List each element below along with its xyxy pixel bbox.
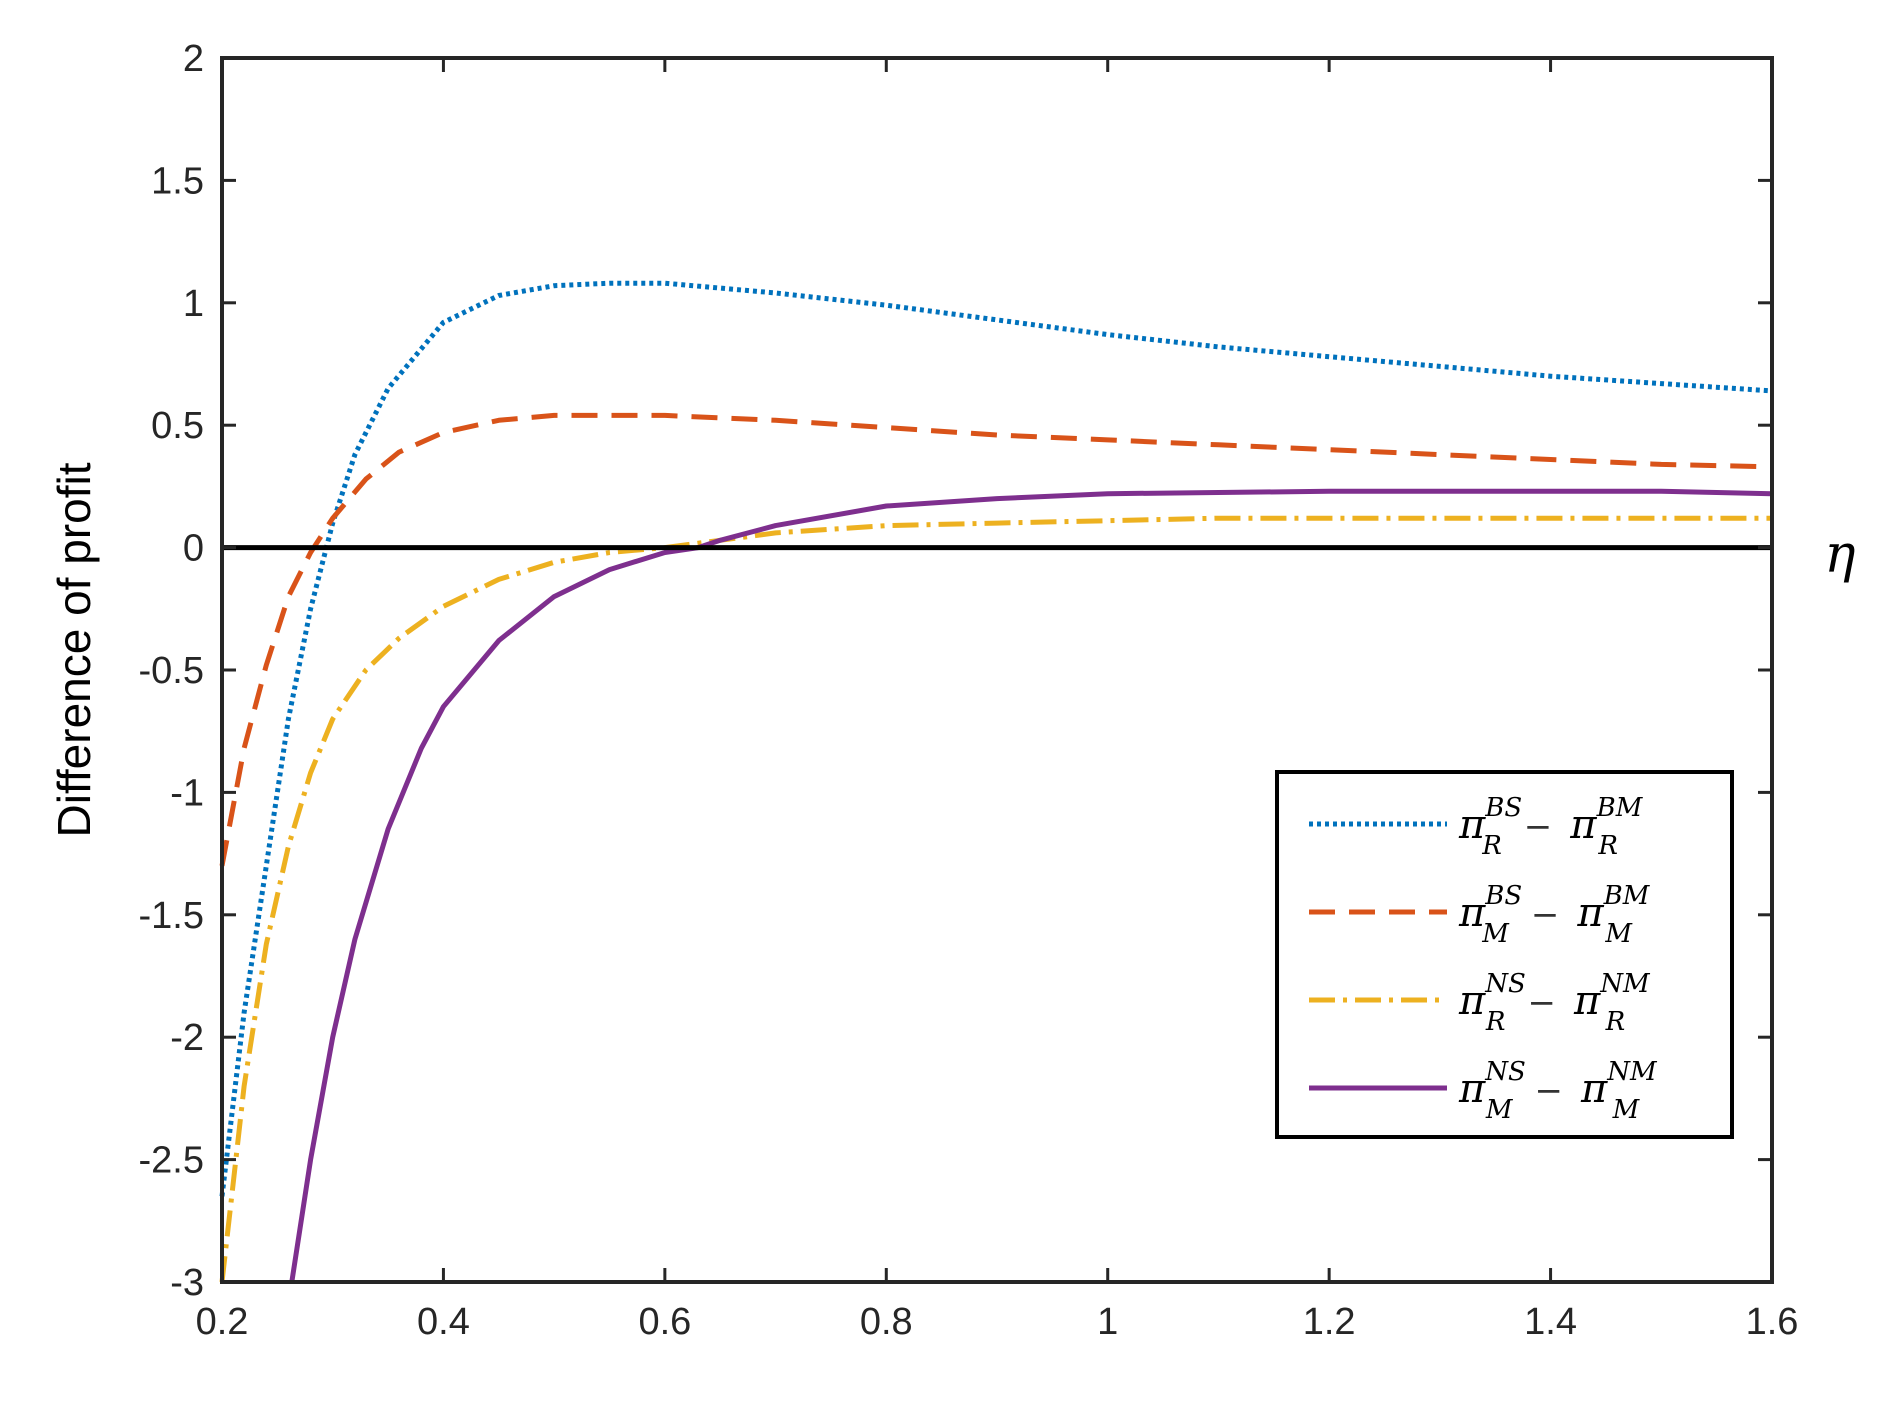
tick-labels: 0.2 0.4 0.6 0.8 1 1.2 1.4 1.6 2 1.5 1 0.5 0 -0.5 -1 -1.… [139, 38, 1799, 1343]
legend-sup2: NM [1599, 969, 1651, 999]
legend-op: − [1531, 895, 1560, 935]
legend-base2: π [1573, 978, 1601, 1024]
legend-sub: R [1485, 1007, 1506, 1037]
y-tick-label: -1 [170, 772, 204, 814]
legend-sub: R [1481, 831, 1502, 861]
y-tick-label: -3 [170, 1262, 204, 1304]
legend-op: − [1524, 807, 1553, 847]
legend-sub: M [1481, 919, 1510, 949]
legend-sup2: NM [1606, 1057, 1658, 1087]
x-tick-label: 1.2 [1303, 1301, 1356, 1343]
series-line-3 [219, 515, 1772, 1283]
legend-sub2: R [1605, 1007, 1626, 1037]
legend-base: π [1458, 890, 1486, 936]
legend-base: π [1458, 978, 1486, 1024]
y-tick-label: -2.5 [139, 1140, 204, 1182]
legend-label: πBS M − πBM M [1458, 881, 1651, 949]
x-tick-label: 1.4 [1524, 1301, 1577, 1343]
axis-ticks [220, 56, 1774, 1284]
legend-label: πNS R − πNM R [1458, 969, 1651, 1037]
legend-label: πBS R − πBM R [1458, 793, 1644, 861]
y-tick-label: 0 [183, 528, 204, 570]
legend-base: π [1458, 1066, 1486, 1112]
legend-sub2: M [1604, 919, 1633, 949]
legend-op: − [1527, 983, 1556, 1023]
legend-sup: BS [1484, 793, 1522, 823]
y-tick-label: 0.5 [151, 405, 204, 447]
legend-label: πNS M − πNM M [1458, 1057, 1658, 1125]
x-tick-label: 1.6 [1746, 1301, 1799, 1343]
series-line-1 [219, 280, 1773, 1197]
x-axis-label: η [1824, 525, 1855, 585]
y-tick-label: -1.5 [139, 895, 204, 937]
legend-sup2: BM [1603, 881, 1651, 911]
x-tick-label: 0.6 [638, 1301, 691, 1343]
x-tick-label: 1 [1097, 1301, 1118, 1343]
legend-base: π [1458, 802, 1486, 848]
legend-box [1275, 770, 1734, 1139]
x-tick-label: 0.4 [417, 1301, 470, 1343]
y-tick-label: 1 [183, 283, 204, 325]
x-tick-label: 0.2 [196, 1301, 249, 1343]
legend-base2: π [1569, 802, 1597, 848]
legend-sub2: M [1612, 1095, 1641, 1125]
y-tick-label: 2 [183, 38, 204, 80]
y-tick-label: -0.5 [139, 650, 204, 692]
y-tick-label: 1.5 [151, 160, 204, 202]
x-tick-label: 0.8 [860, 1301, 913, 1343]
y-tick-label: -2 [170, 1017, 204, 1059]
y-axis-label: Difference of profit [48, 462, 100, 837]
legend-sub: M [1485, 1095, 1514, 1125]
legend-sub2: R [1597, 831, 1618, 861]
legend-sup: BS [1484, 881, 1522, 911]
legend-base2: π [1576, 890, 1604, 936]
legend-sup2: BM [1596, 793, 1644, 823]
legend-sup: NS [1484, 969, 1526, 999]
legend-base2: π [1580, 1066, 1608, 1112]
legend-op: − [1534, 1071, 1563, 1111]
legend-sup: NS [1484, 1057, 1526, 1087]
